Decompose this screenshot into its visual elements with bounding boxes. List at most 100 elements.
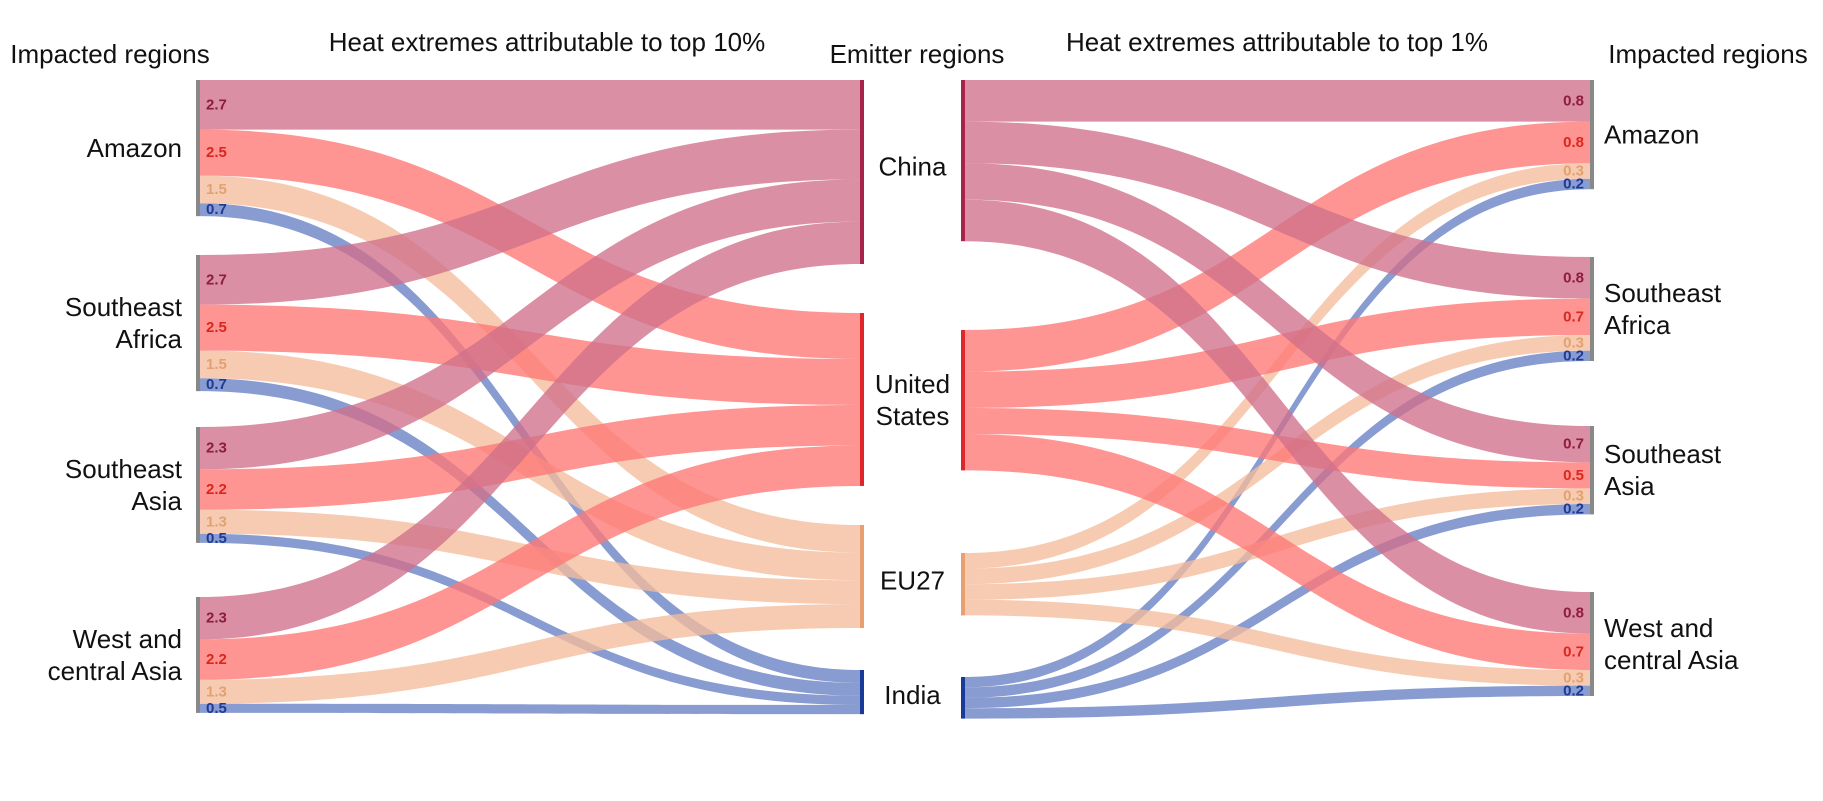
- flows-top1: [965, 80, 1590, 719]
- value-label-top10-southeast-asia-eu27: 1.3: [206, 513, 227, 530]
- value-label-top10-amazon-india: 0.7: [206, 201, 227, 218]
- region-label-left-se_asia: Asia: [131, 486, 182, 516]
- value-label-top10-southeast-asia-china: 2.3: [206, 440, 227, 457]
- header-emitter-regions: Emitter regions: [830, 39, 1005, 69]
- flow-top1-china-west-and-central-asia: [965, 199, 1590, 634]
- region-labels: Amazon AmazonSoutheastAfricaSoutheastAfri…: [48, 120, 1739, 710]
- flow-top1-india-southeast-asia: [965, 504, 1590, 709]
- header-top1: Heat extremes attributable to top 1%: [1066, 27, 1488, 57]
- value-label-top10-southeast-asia-us: 2.2: [206, 481, 227, 498]
- region-label-right-wc_asia: central Asia: [1604, 645, 1739, 675]
- value-label-top1-southeast-asia-eu27: 0.3: [1563, 488, 1584, 505]
- header-impacted-regions-right: Impacted regions: [1608, 39, 1807, 69]
- flow-top1-india-west-and-central-asia: [965, 685, 1590, 719]
- bar-impacted-left-west-and-central-asia: [196, 597, 200, 713]
- flow-top10-west-and-central-asia-eu27: [200, 604, 860, 704]
- bar-emitter-left-us: [860, 313, 864, 486]
- value-label-top1-west-and-central-asia-china: 0.8: [1563, 604, 1584, 621]
- value-label-top1-southeast-asia-india: 0.2: [1563, 501, 1584, 518]
- flow-top1-eu27-west-and-central-asia: [965, 599, 1590, 686]
- bar-impacted-right-southeast-asia: [1590, 426, 1594, 515]
- region-label-right-se_asia: Southeast: [1604, 439, 1722, 469]
- flow-top1-us-amazon: [965, 121, 1590, 372]
- value-label-top10-amazon-us: 2.5: [206, 144, 227, 161]
- emitter-label-india: India: [884, 680, 941, 710]
- value-label-top1-amazon-us: 0.8: [1563, 134, 1584, 151]
- value-labels: 2.7 0.8 2.5 0.8 1.5 0.3 0.7 0.2 2.7 0.8 2.5 0.7 1.5 0…: [206, 92, 1584, 717]
- value-label-top1-amazon-india: 0.2: [1563, 176, 1584, 193]
- bar-impacted-right-west-and-central-asia: [1590, 592, 1594, 696]
- bar-impacted-left-southeast-asia: [196, 427, 200, 543]
- value-label-top10-west-and-central-asia-india: 0.5: [206, 700, 227, 717]
- flow-top10-southeast-asia-us: [200, 405, 860, 510]
- value-label-top1-southeast-asia-china: 0.7: [1563, 436, 1584, 453]
- region-label-left-wc_asia: West and: [73, 624, 182, 654]
- region-label-right-amazon: Amazon: [1604, 120, 1699, 150]
- flow-top1-china-amazon: [965, 80, 1590, 122]
- flow-top10-southeast-africa-china: [200, 129, 860, 305]
- flow-top10-amazon-china: [200, 80, 860, 130]
- bar-emitter-left-eu27: [860, 525, 864, 629]
- flow-top10-southeast-africa-us: [200, 304, 860, 405]
- bar-impacted-left-southeast-africa: [196, 255, 200, 392]
- bar-impacted-right-southeast-africa: [1590, 257, 1594, 361]
- flow-top1-china-southeast-africa: [965, 121, 1590, 299]
- value-label-top10-amazon-china: 2.7: [206, 96, 227, 113]
- flow-top10-west-and-central-asia-india: [200, 703, 860, 715]
- value-label-top10-southeast-africa-eu27: 1.5: [206, 356, 227, 373]
- value-label-top10-southeast-africa-india: 0.7: [206, 376, 227, 393]
- emitter-label-us: States: [876, 401, 950, 431]
- value-label-top10-southeast-africa-china: 2.7: [206, 271, 227, 288]
- header-top10: Heat extremes attributable to top 10%: [329, 27, 765, 57]
- flow-top1-india-southeast-africa: [965, 350, 1590, 698]
- region-label-left-amazon: Amazon: [87, 133, 182, 163]
- value-label-top10-west-and-central-asia-china: 2.3: [206, 610, 227, 627]
- emitter-label-china: China: [879, 151, 947, 181]
- region-label-left-se_africa: Southeast: [65, 292, 183, 322]
- region-label-left-se_asia: Southeast: [65, 454, 183, 484]
- flows-top10: [200, 80, 860, 715]
- region-label-right-wc_asia: West and: [1604, 613, 1713, 643]
- bar-emitter-right-china: [961, 80, 965, 242]
- value-label-top1-southeast-africa-china: 0.8: [1563, 269, 1584, 286]
- value-label-top1-west-and-central-asia-eu27: 0.3: [1563, 669, 1584, 686]
- bar-impacted-left-amazon: [196, 80, 200, 217]
- value-label-top1-southeast-asia-us: 0.5: [1563, 467, 1584, 484]
- flow-top10-west-and-central-asia-us: [200, 445, 860, 680]
- value-label-top10-amazon-eu27: 1.5: [206, 181, 227, 198]
- bar-impacted-right-amazon: [1590, 80, 1594, 190]
- value-label-top1-amazon-eu27: 0.3: [1563, 163, 1584, 180]
- value-label-top1-west-and-central-asia-india: 0.2: [1563, 682, 1584, 699]
- region-label-right-se_asia: Asia: [1604, 471, 1655, 501]
- node-bars: [196, 80, 1594, 719]
- bar-emitter-right-india: [961, 677, 965, 719]
- bar-emitter-left-china: [860, 80, 864, 264]
- value-label-top1-west-and-central-asia-us: 0.7: [1563, 643, 1584, 660]
- value-label-top1-southeast-africa-india: 0.2: [1563, 347, 1584, 364]
- emitter-label-us: United: [875, 369, 950, 399]
- value-label-top10-west-and-central-asia-us: 2.2: [206, 651, 227, 668]
- flow-top1-us-southeast-africa: [965, 298, 1590, 408]
- region-label-left-wc_asia: central Asia: [48, 656, 183, 686]
- value-label-top1-southeast-africa-us: 0.7: [1563, 308, 1584, 325]
- region-label-right-se_africa: Africa: [1604, 310, 1671, 340]
- bar-emitter-left-india: [860, 670, 864, 715]
- flow-top1-china-southeast-asia: [965, 163, 1590, 463]
- flow-top10-southeast-asia-india: [200, 533, 860, 705]
- region-label-right-se_africa: Southeast: [1604, 278, 1722, 308]
- bar-emitter-right-us: [961, 330, 965, 471]
- flow-top10-southeast-asia-china: [200, 179, 860, 470]
- flow-top10-southeast-africa-india: [200, 378, 860, 696]
- flow-top1-us-west-and-central-asia: [965, 434, 1590, 670]
- value-label-top1-amazon-china: 0.8: [1563, 92, 1584, 109]
- header-impacted-regions-left: Impacted regions: [10, 39, 209, 69]
- value-label-top10-southeast-africa-us: 2.5: [206, 319, 227, 336]
- flow-top1-us-southeast-asia: [965, 408, 1590, 489]
- region-label-left-se_africa: Africa: [116, 324, 183, 354]
- value-label-top10-southeast-asia-india: 0.5: [206, 530, 227, 547]
- flow-top10-west-and-central-asia-china: [200, 221, 860, 640]
- value-label-top1-southeast-africa-eu27: 0.3: [1563, 334, 1584, 351]
- emitter-label-eu27: EU27: [880, 565, 945, 595]
